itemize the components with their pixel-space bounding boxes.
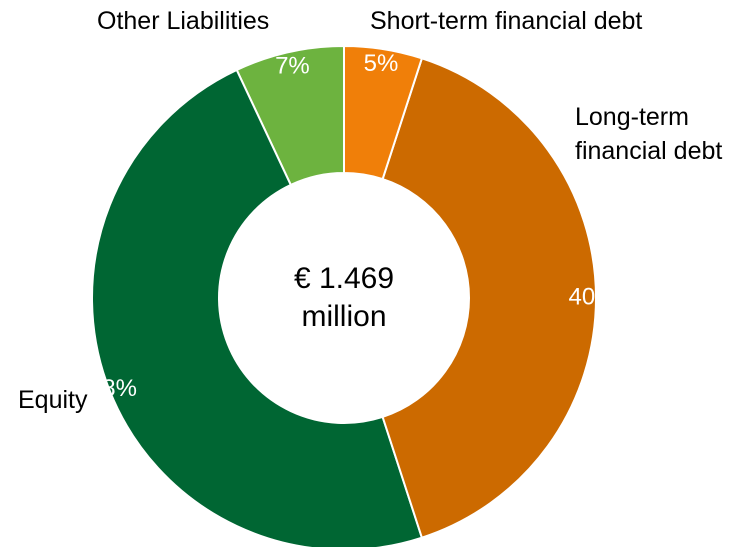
center-label: million	[301, 300, 386, 333]
value-label: 5%	[364, 50, 399, 77]
category-label: Equity	[18, 386, 88, 414]
category-label: Other Liabilities	[97, 7, 270, 35]
category-label: Long-term financial debt	[575, 103, 723, 165]
donut-slice	[91, 68, 424, 547]
value-label: 7%	[275, 53, 310, 80]
donut-slice	[381, 57, 597, 539]
donut-slice	[343, 44, 424, 181]
category-label: Short-term financial debt	[370, 7, 643, 35]
value-label: 40%	[568, 283, 616, 310]
value-label: 48%	[89, 375, 137, 402]
center-label: € 1.469	[294, 262, 394, 295]
